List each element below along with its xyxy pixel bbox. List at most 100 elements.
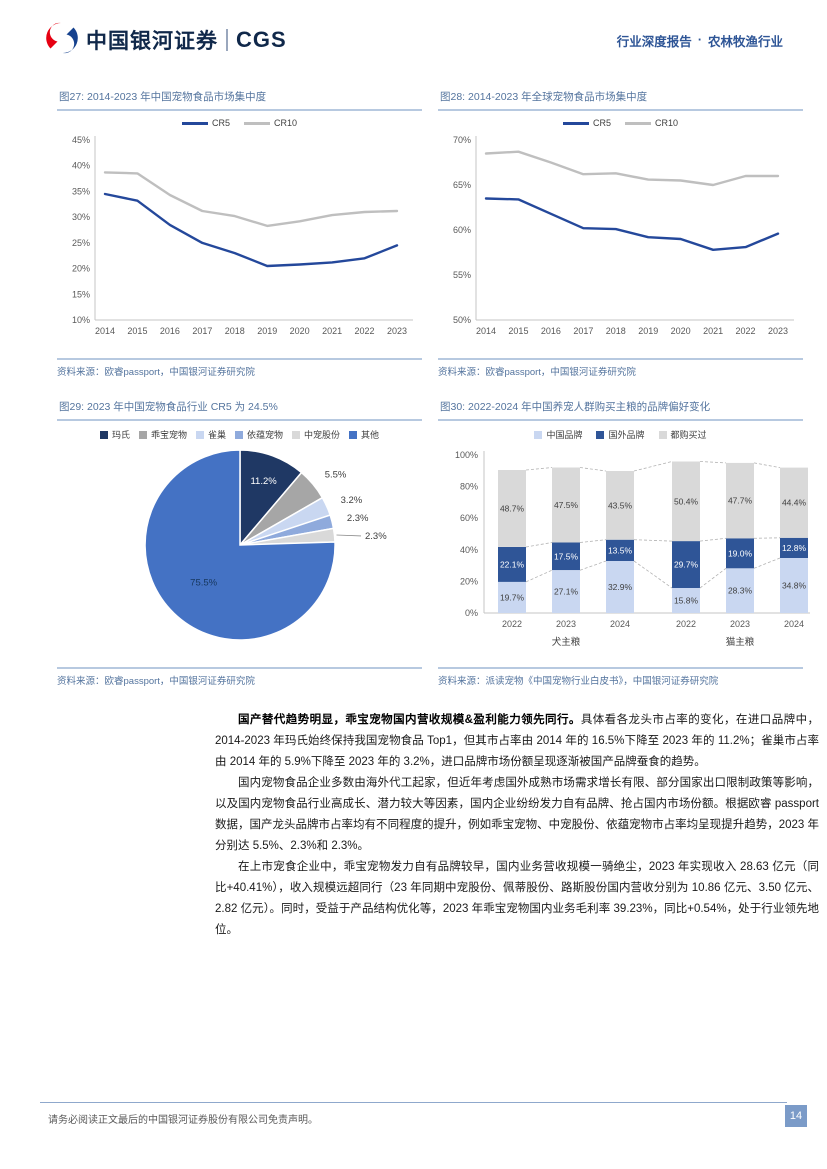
cr5-line-swatch [181,121,208,125]
svg-text:10%: 10% [72,315,90,325]
svg-text:2.3%: 2.3% [347,513,369,524]
svg-text:44.4%: 44.4% [782,498,807,508]
figure-29: 图29: 2023 年中国宠物食品行业 CR5 为 24.5% 玛氏 乖宝宠物 … [57,396,422,687]
figure-29-title: 图29: 2023 年中国宠物食品行业 CR5 为 24.5% [57,396,422,421]
legend-label: 中国品牌 [546,430,583,440]
figure-28-legend: CR5 CR10 [438,118,803,128]
figure-28-source: 资料来源：欧睿passport，中国银河证券研究院 [438,358,803,378]
figure-29-source: 资料来源：欧睿passport，中国银河证券研究院 [57,667,422,687]
figure-28-line-chart: 50% 55% 60% 65% 70% 2014 2015 2016 2017 2018 2019 2… [438,128,803,356]
svg-text:80%: 80% [460,482,478,492]
svg-text:60%: 60% [453,225,471,235]
body-text: 国产替代趋势明显，乖宝宠物国内营收规模&盈利能力领先同行。具体看各龙头市占率的变… [215,710,819,941]
svg-text:2018: 2018 [225,326,245,336]
legend-item-others: 其他 [349,428,379,441]
industry-label: 农林牧渔行业 [707,34,783,49]
svg-text:2021: 2021 [703,326,723,336]
legend-label: 中宠股份 [304,430,341,440]
svg-text:43.5%: 43.5% [608,500,633,510]
page-header: 中国银河证券 CGS 行业深度报告 · 农林牧渔行业 [46,22,783,58]
svg-text:34.8%: 34.8% [782,581,807,591]
svg-text:13.5%: 13.5% [608,545,633,555]
svg-text:3.2%: 3.2% [341,495,363,506]
svg-text:2017: 2017 [573,326,593,336]
figure-30-source: 资料来源：派读宠物《中国宠物行业白皮书》，中国银河证券研究院 [438,667,803,687]
dot-separator: · [697,33,702,47]
svg-text:0%: 0% [465,608,478,618]
svg-text:28.3%: 28.3% [728,586,753,596]
svg-text:2024: 2024 [610,619,630,629]
svg-text:60%: 60% [460,513,478,523]
svg-text:2017: 2017 [192,326,212,336]
legend-item-mars: 玛氏 [99,428,130,441]
svg-text:40%: 40% [72,161,90,171]
legend-label: CR10 [655,118,679,128]
svg-text:11.2%: 11.2% [250,476,277,487]
foreign-brand-swatch [596,430,605,439]
figure-30-legend: 中国品牌 国外品牌 都购买过 [438,428,803,441]
brand-name-cn: 中国银河证券 [86,30,218,53]
footer-disclaimer: 请务必阅读正文最后的中国银河证券股份有限公司免责声明。 [48,1115,318,1126]
figure-28-title: 图28: 2014-2023 年全球宠物食品市场集中度 [438,86,803,111]
figure-27-legend: CR5 CR10 [57,118,422,128]
svg-text:12.8%: 12.8% [782,543,807,553]
svg-text:17.5%: 17.5% [554,551,579,561]
legend-item-cr5: CR5 [181,118,230,128]
svg-text:2014: 2014 [476,326,496,336]
legend-label: CR5 [211,118,230,128]
svg-text:45%: 45% [72,135,90,145]
china-brand-swatch [534,430,543,439]
brand: 中国银河证券 CGS [46,22,287,59]
paragraph-3: 在上市宠食企业中，乖宝宠物发力自有品牌较早，国内业务营收规模一骑绝尘，2023 … [215,857,819,941]
svg-text:2022: 2022 [355,326,375,336]
svg-text:犬主粮: 犬主粮 [552,636,581,648]
svg-text:2018: 2018 [606,326,626,336]
brand-divider [226,29,228,51]
svg-text:2014: 2014 [95,326,115,336]
legend-item-cr5: CR5 [562,118,611,128]
paragraph-2-text: 国内宠物食品企业多数由海外代工起家，但近年考虑国外成熟市场需求增长有限、部分国家… [215,777,819,852]
legend-item-cr10: CR10 [625,118,678,128]
legend-label: 都购买过 [670,430,707,440]
yiyun-swatch [235,430,243,439]
cr5-line-swatch [562,121,589,125]
zhongchong-swatch [292,430,301,439]
svg-text:29.7%: 29.7% [674,560,699,570]
paragraph-1-text: 具体看各龙头市占率的变化，在进口品牌中，2014-2023 年玛氏始终保持我国宠… [215,714,819,768]
svg-text:2019: 2019 [638,326,658,336]
svg-text:2022: 2022 [736,326,756,336]
svg-text:2021: 2021 [322,326,342,336]
figure-30-title: 图30: 2022-2024 年中国养宠人群购买主粮的品牌偏好变化 [438,396,803,421]
figure-30-stacked-bar-chart: 0% 20% 40% 60% 80% 100% 19.7% 22.1% 48.7% 2022 27.… [438,441,810,665]
figure-grid: 图27: 2014-2023 年中国宠物食品市场集中度 CR5 CR10 10%… [57,86,810,687]
legend-item-both-bought: 都购买过 [658,428,707,441]
paragraph-3-text: 在上市宠食企业中，乖宝宠物发力自有品牌较早，国内业务营收规模一骑绝尘，2023 … [215,861,819,936]
svg-text:32.9%: 32.9% [608,582,633,592]
svg-text:48.7%: 48.7% [500,504,525,514]
others-swatch [349,430,358,439]
svg-text:2019: 2019 [257,326,277,336]
legend-item-cr10: CR10 [244,118,297,128]
legend-label: 乖宝宠物 [150,430,187,440]
svg-text:2022: 2022 [502,619,522,629]
svg-text:2015: 2015 [508,326,528,336]
figure-28: 图28: 2014-2023 年全球宠物食品市场集中度 CR5 CR10 50%… [438,86,803,378]
mars-swatch [99,430,108,439]
legend-item-zhongchong: 中宠股份 [292,428,340,441]
svg-text:猫主粮: 猫主粮 [726,636,755,648]
brand-name-en: CGS [236,27,287,52]
svg-text:2020: 2020 [671,326,691,336]
figure-29-pie-chart: 11.2% 5.5% 3.2% 2.3% 2.3% 75.5% [57,441,422,665]
legend-item-china-brand: 中国品牌 [534,428,582,441]
report-category: 行业深度报告 · 农林牧渔行业 [617,31,783,50]
svg-text:15%: 15% [72,289,90,299]
svg-text:19.7%: 19.7% [500,592,525,602]
svg-text:35%: 35% [72,186,90,196]
legend-label: 国外品牌 [608,430,645,440]
page-number-badge: 14 [785,1105,807,1127]
figure-27-source: 资料来源：欧睿passport，中国银河证券研究院 [57,358,422,378]
svg-text:65%: 65% [453,180,471,190]
paragraph-1: 国产替代趋势明显，乖宝宠物国内营收规模&盈利能力领先同行。具体看各龙头市占率的变… [215,710,819,773]
svg-text:27.1%: 27.1% [554,587,579,597]
